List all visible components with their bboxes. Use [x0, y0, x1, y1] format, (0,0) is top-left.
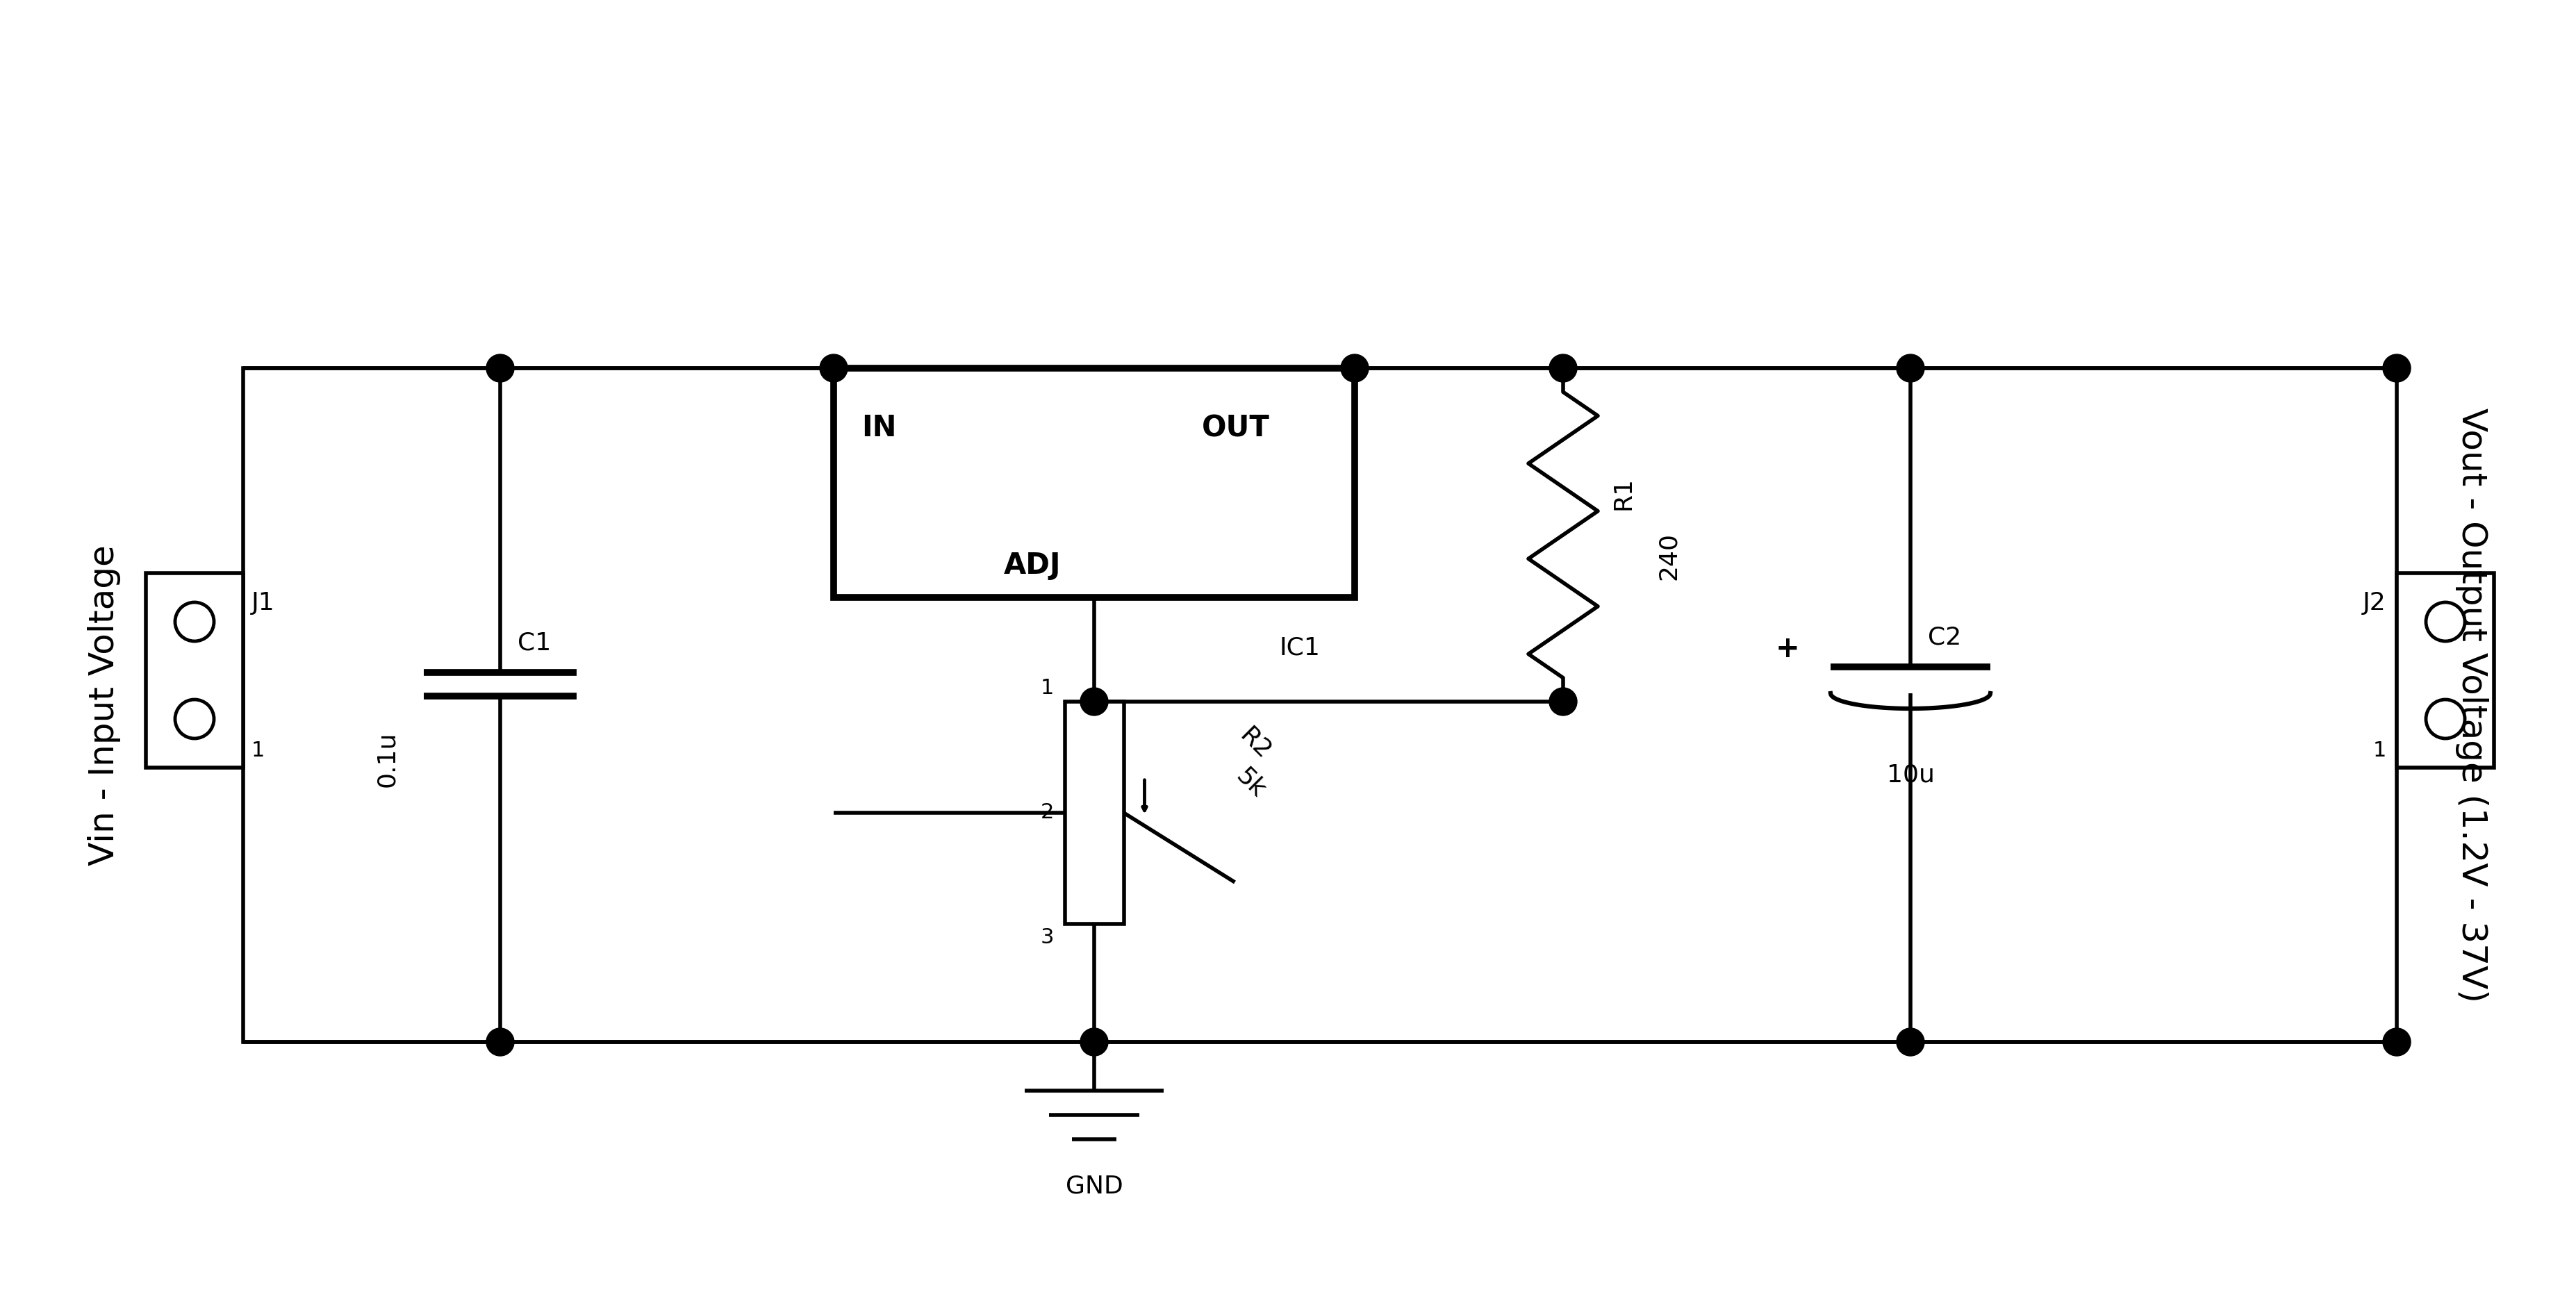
- Bar: [835, 368, 1355, 597]
- Bar: [1064, 701, 1123, 923]
- Circle shape: [175, 602, 214, 641]
- Text: J2: J2: [2362, 592, 2385, 615]
- Text: +: +: [1775, 635, 1798, 663]
- Text: 3: 3: [1041, 927, 1054, 948]
- Circle shape: [2383, 354, 2411, 383]
- Text: R1: R1: [1613, 477, 1636, 509]
- Text: IN: IN: [860, 413, 896, 443]
- Text: R2: R2: [1234, 724, 1275, 764]
- Bar: [242, 368, 2396, 1042]
- Text: OUT: OUT: [1203, 413, 1270, 443]
- Circle shape: [2383, 1028, 2411, 1057]
- Text: C1: C1: [518, 631, 551, 654]
- Circle shape: [1079, 1028, 1108, 1057]
- Circle shape: [1548, 354, 1577, 383]
- Circle shape: [487, 1028, 515, 1057]
- Circle shape: [1340, 354, 1368, 383]
- Circle shape: [1896, 354, 1924, 383]
- Text: 10u: 10u: [1886, 763, 1935, 786]
- Circle shape: [1896, 1028, 1924, 1057]
- Circle shape: [1548, 688, 1577, 716]
- Text: 2: 2: [1041, 803, 1054, 823]
- Text: 1: 1: [2372, 741, 2385, 760]
- Circle shape: [819, 354, 848, 383]
- Text: Vin - Input Voltage: Vin - Input Voltage: [88, 545, 121, 866]
- Circle shape: [2427, 602, 2465, 641]
- Text: ADJ: ADJ: [1005, 551, 1061, 580]
- Bar: [147, 573, 242, 768]
- Text: IC1: IC1: [1280, 636, 1319, 660]
- Text: C2: C2: [1927, 626, 1960, 649]
- Text: 0.1u: 0.1u: [376, 731, 399, 788]
- Bar: [2396, 573, 2494, 768]
- Text: 240: 240: [1656, 532, 1680, 580]
- Circle shape: [1079, 688, 1108, 716]
- Text: Vout - Output Voltage (1.2V - 37V): Vout - Output Voltage (1.2V - 37V): [2455, 407, 2488, 1003]
- Circle shape: [487, 354, 515, 383]
- Circle shape: [175, 700, 214, 738]
- Text: 1: 1: [1041, 678, 1054, 699]
- Text: 5k: 5k: [1231, 764, 1270, 802]
- Text: J1: J1: [252, 592, 276, 615]
- Text: 1: 1: [252, 741, 265, 760]
- Circle shape: [2427, 700, 2465, 738]
- Text: GND: GND: [1066, 1174, 1123, 1198]
